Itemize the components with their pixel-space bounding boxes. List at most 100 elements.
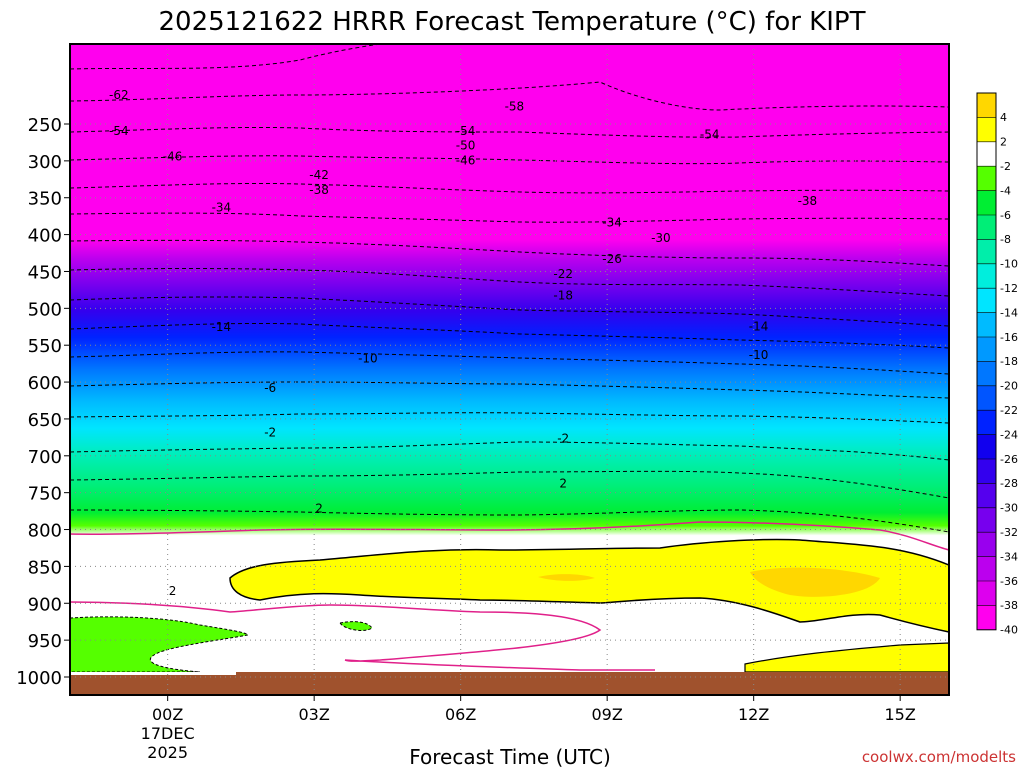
ground-surface — [70, 672, 949, 695]
colorbar-swatch — [977, 434, 996, 459]
contour-label: -18 — [553, 288, 573, 302]
temperature-field: -62-58-54 -54 -54-50-46 -46-42-38-38-34-34-… — [70, 44, 949, 695]
colorbar-swatch — [977, 312, 996, 337]
isotherm-lines — [70, 44, 949, 533]
colorbar-label: -2 — [1000, 160, 1011, 173]
colorbar-swatch — [977, 337, 996, 362]
contour-label: -34 — [602, 215, 622, 229]
colorbar-label: -32 — [1000, 526, 1018, 539]
surface-gap — [70, 672, 236, 675]
x-tick-label: 09Z — [592, 705, 623, 724]
colorbar-label: -6 — [1000, 209, 1011, 222]
contour-label: -26 — [602, 252, 622, 266]
y-tick-label: 250 — [28, 115, 62, 136]
colorbar-label: -38 — [1000, 599, 1018, 612]
colorbar-label: 2 — [1000, 136, 1007, 149]
colorbar-swatch — [977, 93, 996, 118]
colorbar-label: -30 — [1000, 502, 1018, 515]
colorbar-label: -4 — [1000, 184, 1011, 197]
y-tick-label: 300 — [28, 152, 62, 173]
contour-label: -30 — [651, 231, 671, 245]
warm-layer-surface — [744, 642, 949, 673]
credit-link[interactable]: coolwx.com/modelts — [862, 748, 1016, 766]
contour-label: -10 — [358, 352, 378, 366]
colorbar-swatch — [977, 581, 996, 606]
colorbar-swatch — [977, 605, 996, 630]
colorbar-label: -26 — [1000, 453, 1018, 466]
colorbar-swatch — [977, 556, 996, 581]
contour-label: -46 — [456, 153, 476, 167]
cold-pocket — [339, 621, 373, 631]
contour-label: -22 — [553, 267, 573, 281]
x-tick-label: 2025 — [147, 743, 188, 762]
colorbar-swatch — [977, 190, 996, 215]
contour-label: -62 — [109, 88, 129, 102]
contour-label: -58 — [505, 100, 525, 114]
y-tick-label: 850 — [28, 557, 62, 578]
colorbar-label: -8 — [1000, 233, 1011, 246]
contour-label: -34 — [212, 201, 232, 215]
x-tick-label: 03Z — [299, 705, 330, 724]
colorbar-swatch — [977, 410, 996, 435]
colorbar-label: -36 — [1000, 575, 1018, 588]
warmest-patch-2 — [538, 574, 595, 581]
pressure-axis: 250 300 350 400 450 500 550 600 650 700 750 800 850 9… — [16, 115, 70, 689]
y-tick-label: 750 — [28, 484, 62, 505]
plot-border — [69, 43, 950, 696]
colorbar-swatch — [977, 483, 996, 508]
contour-label: -38 — [798, 194, 818, 208]
colorbar-swatch — [977, 288, 996, 313]
x-tick-label: 00Z — [152, 705, 183, 724]
colorbar-swatch — [977, 385, 996, 411]
y-tick-label: 900 — [28, 594, 62, 615]
y-tick-label: 400 — [28, 226, 62, 247]
y-tick-label: 550 — [28, 336, 62, 357]
colorbar-swatch — [977, 507, 996, 533]
y-tick-label: 350 — [28, 189, 62, 210]
colorbar-swatch — [977, 532, 996, 557]
contour-label: 2 — [559, 476, 567, 490]
x-tick-label: 17DEC — [141, 724, 195, 743]
contour-label: -38 — [309, 183, 329, 197]
y-tick-label: 450 — [28, 262, 62, 283]
contour-labels: -62-58-54 -54 -54-50-46 -46-42-38-38-34-34-… — [109, 88, 818, 598]
contour-label: -2 — [264, 425, 276, 439]
freezing-contour-upper — [70, 521, 949, 551]
colorbar-swatch — [977, 215, 996, 240]
y-tick-label: 800 — [28, 521, 62, 542]
contour-label: -10 — [749, 348, 769, 362]
x-tick-label: 15Z — [885, 705, 916, 724]
colorbar-label: 4 — [1000, 111, 1007, 124]
colorbar-swatch — [977, 263, 996, 289]
contour-label: -46 — [163, 150, 183, 164]
contour-label: -14 — [749, 319, 769, 333]
colorbar-swatch — [977, 141, 996, 167]
chart-title: 2025121622 HRRR Forecast Temperature (°C… — [159, 7, 866, 37]
contour-label: -54 — [700, 128, 720, 142]
y-tick-label: 950 — [28, 631, 62, 652]
y-tick-label: 650 — [28, 410, 62, 431]
contour-label: -6 — [264, 381, 276, 395]
colorbar-label: -34 — [1000, 550, 1018, 563]
contour-label: 2 — [169, 584, 177, 598]
contour-label: -2 — [557, 431, 569, 445]
cold-surface-layer — [70, 616, 250, 673]
colorbar-swatch — [977, 361, 996, 386]
colorbar-label: -40 — [1000, 624, 1018, 637]
freezing-contour-lower — [70, 601, 655, 671]
colorbar-label: -20 — [1000, 380, 1018, 393]
x-tick-label: 06Z — [445, 705, 476, 724]
colorbar-label: -10 — [1000, 258, 1018, 271]
colorbar-label: -24 — [1000, 428, 1018, 441]
y-tick-label: 1000 — [16, 668, 62, 689]
colorbar-swatch — [977, 239, 996, 264]
colorbar-label: -18 — [1000, 355, 1018, 368]
colorbar-label: -28 — [1000, 477, 1018, 490]
warm-layer — [229, 538, 949, 633]
y-tick-label: 500 — [28, 299, 62, 320]
colorbar-swatch — [977, 459, 996, 484]
colorbar-label: -16 — [1000, 331, 1018, 344]
y-tick-label: 700 — [28, 447, 62, 468]
contour-label: -54 — [456, 124, 476, 138]
